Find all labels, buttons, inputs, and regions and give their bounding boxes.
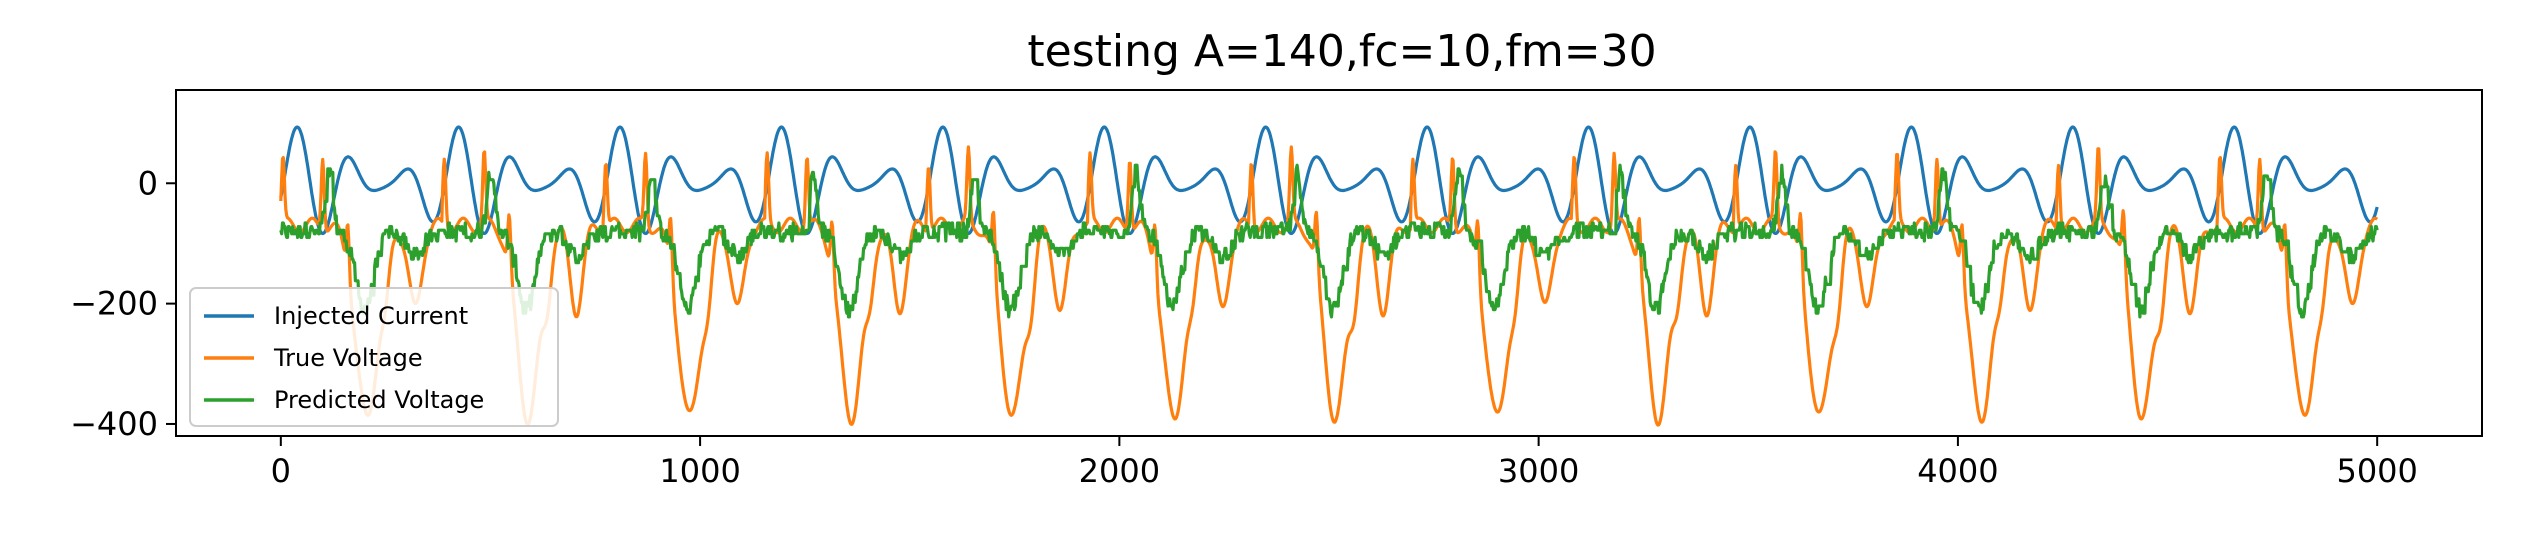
x-tick-label: 0 bbox=[271, 452, 291, 490]
x-tick-label: 3000 bbox=[1498, 452, 1579, 490]
chart-title: testing A=140,fc=10,fm=30 bbox=[1027, 26, 1656, 77]
y-tick-label: 0 bbox=[138, 164, 158, 202]
legend-box bbox=[189, 287, 559, 427]
y-tick-label: −200 bbox=[70, 285, 158, 323]
x-tick-label: 1000 bbox=[659, 452, 740, 490]
axes: 0 1000 2000 3000 4000 5000 0 −200 −400 bbox=[70, 89, 2483, 490]
x-tick-label: 2000 bbox=[1079, 452, 1160, 490]
series-line-injected-current bbox=[279, 125, 2379, 236]
y-tick-label: −400 bbox=[70, 405, 158, 443]
plot-area bbox=[279, 125, 2379, 427]
axes-frame bbox=[175, 89, 2483, 437]
series-line-predicted-voltage bbox=[279, 163, 2379, 319]
legend-label: True Voltage bbox=[273, 344, 423, 372]
x-tick-label: 4000 bbox=[1917, 452, 1998, 490]
x-tick-label: 5000 bbox=[2336, 452, 2417, 490]
legend-label: Predicted Voltage bbox=[274, 386, 484, 414]
legend: Injected Current True Voltage Predicted Vo… bbox=[189, 287, 559, 427]
series-line-true-voltage bbox=[279, 145, 2379, 427]
legend-label: Injected Current bbox=[274, 302, 468, 330]
